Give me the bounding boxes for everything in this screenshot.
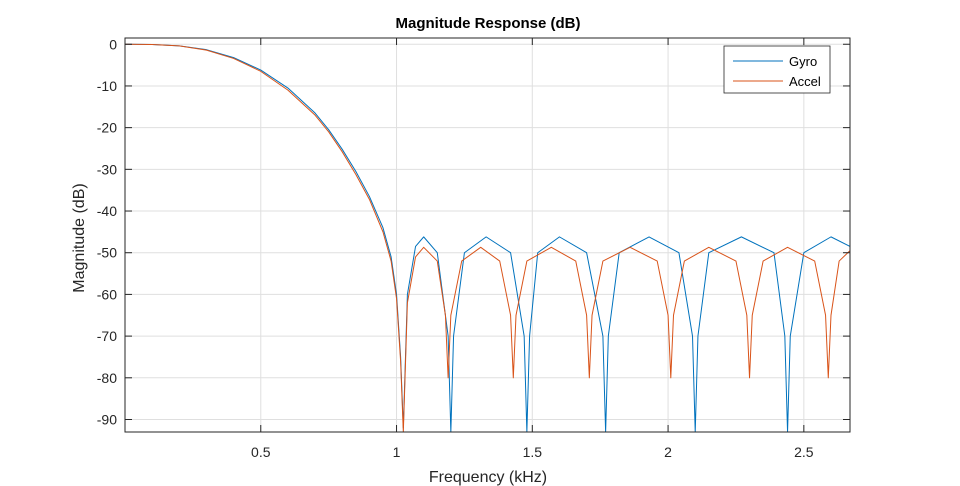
y-tick-label: -40: [97, 203, 117, 219]
tick-labels: 0.5 1 1.5 2 2.5 0 -10 -20 -30 -40 -50 -60 -70 -80 -90: [97, 36, 814, 460]
y-tick-label: -70: [97, 328, 117, 344]
x-tick-label: 1: [393, 444, 401, 460]
x-tick-label: 0.5: [251, 444, 271, 460]
y-tick-label: -20: [97, 120, 117, 136]
y-tick-label: -50: [97, 245, 117, 261]
chart-title: Magnitude Response (dB): [395, 15, 580, 32]
series-layer: [125, 43, 850, 432]
tick-marks: [125, 38, 850, 432]
legend-label-gyro: Gyro: [789, 54, 817, 69]
legend-box: [723, 45, 831, 94]
series-line-accel: [125, 43, 850, 432]
y-tick-label: -30: [97, 161, 117, 177]
y-tick-label: -90: [97, 411, 117, 427]
plot-area: [125, 38, 850, 432]
series-line-gyro: [125, 43, 850, 432]
x-axis-label: Frequency (kHz): [429, 469, 547, 486]
y-tick-label: -80: [97, 370, 117, 386]
y-tick-label: -60: [97, 286, 117, 302]
x-tick-label: 2: [664, 444, 672, 460]
axes-box: [124, 37, 851, 433]
legend-label-accel: Accel: [789, 74, 821, 89]
legend[interactable]: Gyro Accel: [723, 45, 831, 94]
y-tick-label: -10: [97, 78, 117, 94]
y-tick-label: 0: [109, 36, 117, 52]
x-tick-label: 2.5: [794, 444, 814, 460]
y-axis-label: Magnitude (dB): [71, 183, 88, 292]
x-tick-label: 1.5: [523, 444, 543, 460]
